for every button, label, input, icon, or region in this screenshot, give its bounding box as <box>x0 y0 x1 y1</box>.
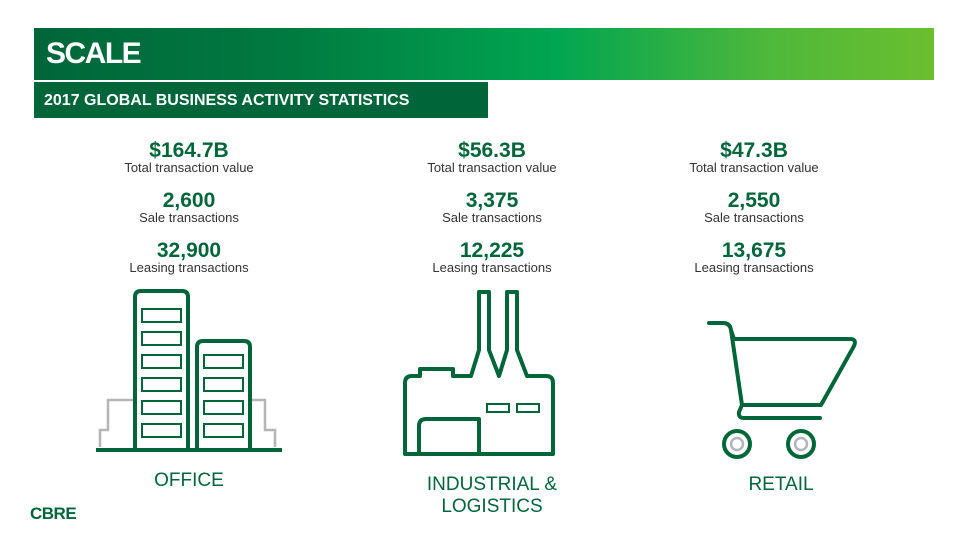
industrial-stats: $56.3B Total transaction value 3,375 Sal… <box>372 139 612 275</box>
office-total-label: Total transaction value <box>124 160 254 175</box>
industrial-leasing-value: 12,225 <box>459 239 525 262</box>
industrial-leasing-label: Leasing transactions <box>432 260 552 275</box>
retail-sales-value: 2,550 <box>727 189 781 212</box>
office-leasing-value: 32,900 <box>156 239 222 262</box>
retail-leasing-label: Leasing transactions <box>694 260 814 275</box>
office-sales-label: Sale transactions <box>139 210 239 225</box>
page-subtitle: 2017 GLOBAL BUSINESS ACTIVITY STATISTICS <box>44 92 410 109</box>
retail-total-value: $47.3B <box>720 139 788 162</box>
office-building-icon <box>96 289 282 452</box>
retail-label: RETAIL <box>748 474 814 495</box>
header-banner: SCALE <box>34 28 934 80</box>
industrial-total-label: Total transaction value <box>427 160 557 175</box>
retail-leasing-value: 13,675 <box>721 239 787 262</box>
industrial-sales-value: 3,375 <box>465 189 519 212</box>
retail-total-label: Total transaction value <box>689 160 819 175</box>
factory-icon <box>403 290 555 456</box>
subtitle-bar: 2017 GLOBAL BUSINESS ACTIVITY STATISTICS <box>34 82 488 118</box>
cbre-logo: CBRE <box>30 504 77 523</box>
page-title: SCALE <box>46 37 142 70</box>
retail-stats: $47.3B Total transaction value 2,550 Sal… <box>634 139 874 275</box>
office-leasing-label: Leasing transactions <box>129 260 249 275</box>
industrial-label: INDUSTRIAL & LOGISTICS <box>426 474 558 517</box>
industrial-sales-label: Sale transactions <box>442 210 542 225</box>
office-label: OFFICE <box>154 470 224 491</box>
retail-sales-label: Sale transactions <box>704 210 804 225</box>
shopping-cart-icon <box>707 321 857 459</box>
industrial-total-value: $56.3B <box>458 139 526 162</box>
office-stats: $164.7B Total transaction value 2,600 Sa… <box>69 139 309 275</box>
office-total-value: $164.7B <box>149 139 229 162</box>
office-sales-value: 2,600 <box>162 189 216 212</box>
